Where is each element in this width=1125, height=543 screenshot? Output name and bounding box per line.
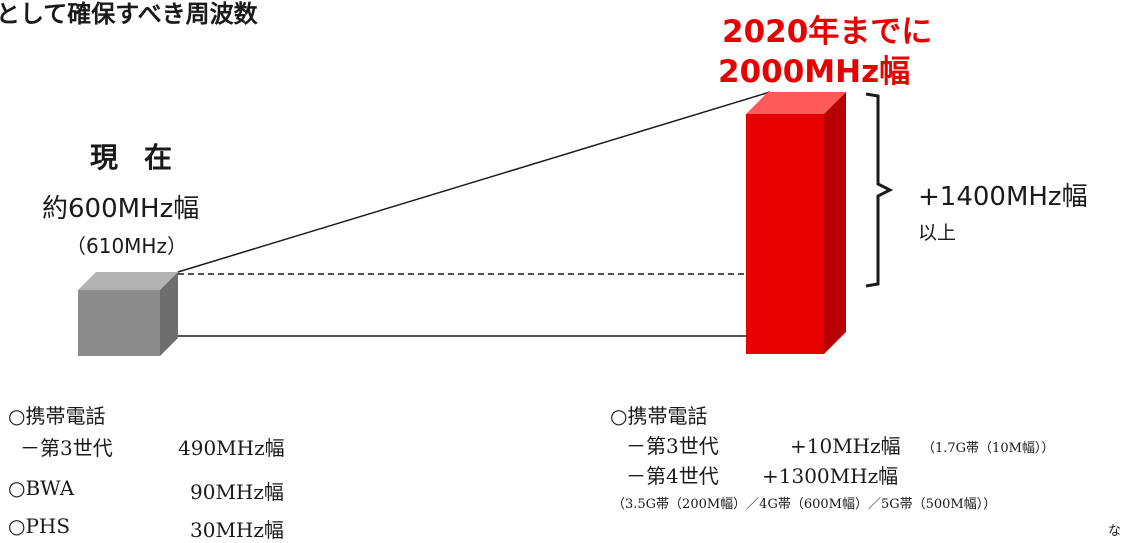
increase-suffix: 以上	[918, 222, 957, 244]
current-breakdown-bwa-value: 90MHz幅	[190, 480, 284, 504]
target-breakdown-3g-label: －第3世代	[626, 434, 719, 458]
increase-bracket	[865, 92, 894, 288]
current-amount: 約600MHz幅	[42, 194, 200, 224]
current-breakdown-3g-label: －第3世代	[20, 436, 113, 460]
target-breakdown-mobile-header: ○携帯電話	[610, 404, 708, 428]
current-breakdown-mobile-header: ○携帯電話	[8, 404, 106, 428]
current-breakdown-3g-value: 490MHz幅	[178, 436, 285, 460]
current-breakdown-bwa-label: ○BWA	[8, 476, 75, 500]
target-breakdown-4g-label: －第4世代	[626, 464, 719, 488]
target-breakdown-3g-value: +10MHz幅	[790, 434, 901, 458]
target-breakdown-4g-note: （3.5G帯（200M幅）／4G帯（600M幅）／5G帯（500M幅））	[612, 497, 997, 512]
current-breakdown-phs-value: 30MHz幅	[190, 518, 284, 542]
current-breakdown-phs-label: ○PHS	[8, 514, 71, 538]
target-headline-line2: 2000MHz幅	[718, 54, 911, 90]
current-exact-amount: （610MHz）	[66, 234, 187, 258]
target-breakdown-4g-value: +1300MHz幅	[762, 464, 899, 488]
target-breakdown-3g-note: （1.7G帯（10M幅））	[922, 441, 1055, 456]
upper-perspective-line	[177, 91, 771, 273]
current-cube	[78, 272, 178, 356]
target-headline-line1: 2020年までに	[722, 14, 933, 50]
header-title: として確保すべき周波数	[0, 0, 258, 28]
current-label: 現在	[90, 141, 199, 174]
page-edge-character: な	[1108, 524, 1122, 539]
increase-amount: +1400MHz幅	[918, 182, 1088, 212]
target-bar	[746, 92, 846, 354]
